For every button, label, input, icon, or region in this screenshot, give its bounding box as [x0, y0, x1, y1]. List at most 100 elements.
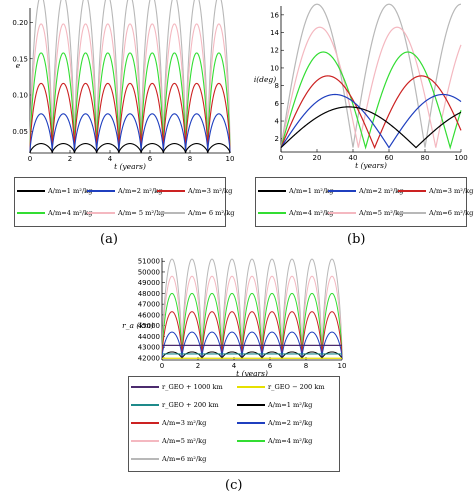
legend-label: A/m=4 m²/kg — [48, 209, 93, 217]
x-tick-label: 8 — [188, 155, 192, 163]
caption-a: (a) — [100, 232, 118, 247]
legend-item: A/m=1 m²/kg — [258, 184, 333, 198]
series-line-4 — [29, 52, 231, 154]
x-axis-label: t (years) — [236, 369, 268, 378]
legend-item: A/m=2 m²/kg — [87, 184, 162, 198]
legend-swatch — [157, 190, 185, 192]
series-line-2 — [29, 113, 231, 154]
x-tick-label: 10 — [338, 362, 347, 370]
legend-item: A/m=1 m²/kg — [237, 398, 312, 412]
legend-item: A/m=6 m²/kg — [398, 206, 473, 220]
legend-swatch — [237, 440, 265, 442]
x-tick-label: 6 — [268, 362, 273, 370]
x-axis-label: t (years) — [355, 161, 387, 170]
legend-swatch — [237, 386, 265, 388]
legend-item: r_GEO + 1000 km — [131, 380, 223, 394]
y-tick-label: 48000 — [138, 290, 160, 298]
x-tick-label: 2 — [68, 155, 72, 163]
y-axis-label: i(deg) — [254, 75, 276, 84]
x-tick-label: 100 — [454, 154, 467, 162]
y-tick-label: 0.10 — [12, 92, 28, 100]
legend-swatch — [17, 212, 45, 214]
y-tick-label: 8 — [275, 82, 279, 90]
legend-a: A/m=1 m²/kg A/m=2 m²/kg A/m=3 m²/kg A/m=4 m… — [14, 177, 234, 227]
legend-b: A/m=1 m²/kg A/m=2 m²/kg A/m=3 m²/kg A/m=4 m… — [255, 177, 473, 227]
x-axis-label: t (years) — [114, 162, 146, 171]
legend-item: A/m= 6 m²/kg — [157, 206, 234, 220]
x-tick-label: 2 — [196, 362, 200, 370]
y-tick-label: 45000 — [138, 322, 160, 330]
caption-c: (c) — [225, 478, 243, 493]
legend-label: A/m=3 m²/kg — [162, 419, 207, 427]
legend-swatch — [258, 212, 286, 214]
x-tick-label: 40 — [349, 154, 358, 162]
legend-c: r_GEO + 1000 km r_GEO − 200 km r_GEO + 200… — [128, 376, 340, 472]
caption-b: (b) — [347, 232, 366, 247]
y-tick-label: 4 — [275, 118, 280, 126]
y-tick-label: 51000 — [138, 258, 160, 266]
legend-swatch — [258, 190, 286, 192]
legend-item: A/m=2 m²/kg — [328, 184, 403, 198]
series-line-4 — [161, 292, 343, 359]
series-line-3 — [29, 82, 231, 154]
legend-label: A/m=5 m²/kg — [162, 437, 207, 445]
legend-label: A/m=1 m²/kg — [268, 401, 313, 409]
series-line-5 — [280, 26, 462, 148]
legend-label: A/m=4 m²/kg — [289, 209, 334, 217]
legend-label: A/m=3 m²/kg — [188, 187, 233, 195]
legend-swatch — [237, 422, 265, 424]
legend-label: A/m= 5 m²/kg — [118, 209, 165, 217]
y-tick-label: 47000 — [138, 301, 160, 309]
legend-item: A/m=2 m²/kg — [237, 416, 312, 430]
x-tick-label: 0 — [160, 362, 164, 370]
legend-swatch — [87, 190, 115, 192]
chart-a: 0 2 4 6 8 10 0.05 0.10 0.15 0.20 t (years) e — [12, 0, 234, 171]
legend-swatch — [398, 190, 426, 192]
panel-b: 0 20 40 60 80 100 2 4 6 8 10 12 14 16 t (years) i(deg) … — [237, 0, 474, 250]
legend-label: A/m= 6 m²/kg — [188, 209, 235, 217]
legend-swatch — [131, 386, 159, 388]
x-tick-label: 80 — [421, 154, 430, 162]
x-tick-label: 60 — [385, 154, 394, 162]
legend-item: A/m=5 m²/kg — [328, 206, 403, 220]
y-tick-label: 46000 — [138, 311, 160, 319]
series-line-2 — [161, 331, 343, 359]
legend-item: A/m=6 m²/kg — [131, 452, 206, 466]
legend-item: A/m=3 m²/kg — [131, 416, 206, 430]
series-line-2 — [280, 93, 462, 149]
legend-label: A/m=6 m²/kg — [429, 209, 474, 217]
y-axis-label: r_a (km) — [122, 321, 154, 330]
legend-swatch — [237, 404, 265, 406]
legend-item: A/m=4 m²/kg — [17, 206, 92, 220]
y-tick-label: 42000 — [138, 354, 160, 362]
series-line-5 — [161, 275, 343, 359]
panel-c: 0 2 4 6 8 10 42000 43000 44000 45000 46000 47000 480… — [120, 250, 354, 499]
series-line-4 — [280, 51, 462, 150]
series-line-3 — [161, 311, 343, 359]
x-tick-label: 20 — [313, 154, 322, 162]
legend-label: A/m=2 m²/kg — [268, 419, 313, 427]
legend-item: A/m=4 m²/kg — [258, 206, 333, 220]
y-tick-label: 6 — [275, 100, 280, 108]
y-tick-label: 44000 — [138, 333, 160, 341]
y-tick-label: 49000 — [138, 279, 160, 287]
legend-label: A/m=6 m²/kg — [162, 455, 207, 463]
legend-label: A/m=1 m²/kg — [289, 187, 334, 195]
series-line-3 — [280, 75, 462, 150]
legend-item: A/m=5 m²/kg — [131, 434, 206, 448]
series-line-1 — [29, 143, 231, 154]
y-tick-label: 10 — [270, 64, 279, 72]
x-tick-label: 0 — [279, 154, 283, 162]
legend-swatch — [17, 190, 45, 192]
y-tick-label: 43000 — [138, 344, 160, 352]
legend-label: A/m=1 m²/kg — [48, 187, 93, 195]
legend-label: r_GEO + 200 km — [162, 401, 219, 409]
chart-b: 0 20 40 60 80 100 2 4 6 8 10 12 14 16 t (years) i(deg) — [254, 3, 468, 170]
x-tick-label: 8 — [304, 362, 308, 370]
legend-swatch — [328, 190, 356, 192]
legend-item: A/m= 5 m²/kg — [87, 206, 164, 220]
legend-swatch — [131, 458, 159, 460]
legend-item: A/m=3 m²/kg — [157, 184, 232, 198]
panel-a: 0 2 4 6 8 10 0.05 0.10 0.15 0.20 t (years) e A/m=1 … — [0, 0, 237, 250]
legend-item: A/m=3 m²/kg — [398, 184, 473, 198]
